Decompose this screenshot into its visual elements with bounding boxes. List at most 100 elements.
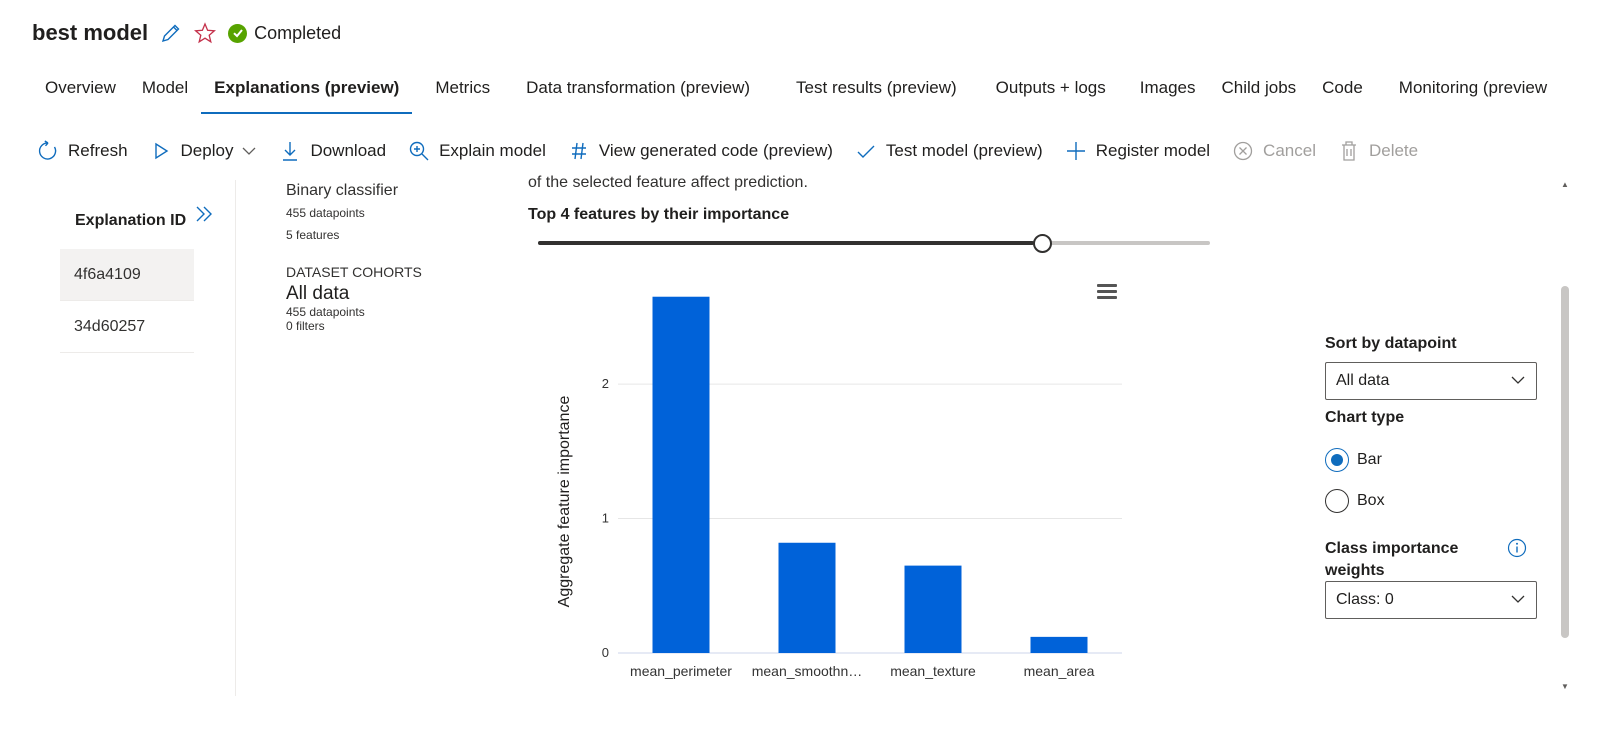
test-model-label: Test model (preview) [885,141,1043,160]
datapoints-count: 455 datapoints [286,206,365,220]
edit-pencil-icon[interactable] [160,22,182,44]
tab-overview[interactable]: Overview [45,78,116,97]
explain-model-button[interactable]: Explain model [407,139,546,163]
refresh-button[interactable]: Refresh [36,139,128,163]
radio-bar-label: Bar [1357,451,1382,468]
chart-type-box-radio[interactable]: Box [1325,489,1385,513]
dataset-cohorts-caption: DATASET COHORTS [286,264,422,280]
chart-type-label: Chart type [1325,409,1405,426]
test-model-button[interactable]: Test model (preview) [854,139,1043,163]
chart-menu-icon[interactable] [1097,284,1117,302]
sort-by-dropdown[interactable]: All data [1325,362,1537,400]
tab-child-jobs[interactable]: Child jobs [1221,78,1297,97]
scroll-up-arrow-icon[interactable]: ▲ [1561,180,1569,189]
view-generated-code-button[interactable]: View generated code (preview) [567,139,833,163]
slider-thumb[interactable] [1033,234,1052,253]
y-axis-label: Aggregate feature importance [556,396,573,608]
tab-monitoring[interactable]: Monitoring (preview [1398,78,1548,97]
deploy-button[interactable]: Deploy [149,139,258,163]
bar [1030,636,1088,653]
explanation-id-header: Explanation ID [75,212,187,229]
double-chevron-right-icon[interactable] [194,204,214,229]
command-toolbar: Refresh Deploy Download Explain model Vi… [36,136,1439,166]
y-tick-label: 2 [602,376,609,391]
x-tick-label: mean_area [1024,663,1095,679]
register-model-button[interactable]: Register model [1064,139,1210,163]
radio-box-label: Box [1357,492,1385,509]
checkmark-icon [854,139,878,163]
y-tick-label: 0 [602,645,609,660]
feature-importance-chart: 0 1 2 mean_perimeter mean_smoothn… mean_textu… [556,296,1122,679]
view-generated-code-label: View generated code (preview) [598,141,833,160]
vertical-scrollbar[interactable]: ▲ ▼ [1558,178,1572,696]
slider-fill [538,241,1034,245]
trash-icon [1337,139,1361,163]
top-features-label: Top 4 features by their importance [528,206,790,223]
plus-icon [1064,139,1088,163]
class-value: Class: 0 [1336,591,1394,608]
cohort-filters: 0 filters [286,319,325,333]
bar [778,542,836,653]
cancel-circle-icon [1231,139,1255,163]
x-tick-label: mean_smoothn… [752,663,863,679]
sort-by-label: Sort by datapoint [1325,335,1457,352]
scroll-down-arrow-icon[interactable]: ▼ [1561,682,1569,691]
status-text: Completed [254,22,342,43]
bar [652,296,710,653]
y-tick-label: 1 [602,511,609,526]
radio-selected-icon [1325,448,1349,472]
info-icon[interactable] [1507,538,1527,563]
bar [904,565,962,653]
cancel-label: Cancel [1263,141,1316,160]
page-header: best model Completed [32,18,341,48]
x-tick-label: mean_texture [890,663,976,679]
hash-icon [567,139,591,163]
description-text: of the selected feature affect predictio… [528,174,808,191]
explanation-list-panel: Explanation ID 4f6a4109 34d60257 [60,180,236,696]
top-features-slider[interactable] [538,234,1210,253]
cohort-name: All data [286,283,350,304]
refresh-label: Refresh [68,141,128,160]
tab-explanations[interactable]: Explanations (preview) [201,70,413,114]
tab-outputs-logs[interactable]: Outputs + logs [995,78,1106,97]
model-type: Binary classifier [286,182,399,199]
status-badge: Completed [228,23,341,44]
download-icon [278,139,302,163]
scrollbar-thumb[interactable] [1561,286,1569,638]
tab-metrics[interactable]: Metrics [435,78,491,97]
chart-type-bar-radio[interactable]: Bar [1325,448,1382,472]
register-model-label: Register model [1095,141,1211,160]
tab-model[interactable]: Model [141,78,189,97]
chevron-down-icon [241,146,257,156]
delete-button[interactable]: Delete [1337,139,1418,163]
zoom-in-icon [407,139,431,163]
class-importance-label: Class importance weights [1325,540,1459,579]
delete-label: Delete [1368,141,1419,160]
model-info-panel: Binary classifier 455 datapoints 5 featu… [286,180,506,333]
tab-code[interactable]: Code [1322,78,1363,97]
tab-data-transformation[interactable]: Data transformation (preview) [526,78,751,97]
tab-images[interactable]: Images [1139,78,1196,97]
chevron-down-icon [1510,372,1526,390]
chevron-down-icon [1510,591,1526,609]
refresh-icon [36,139,60,163]
class-importance-dropdown[interactable]: Class: 0 [1325,581,1537,619]
explain-model-label: Explain model [439,141,546,160]
download-label: Download [310,141,387,160]
sort-by-value: All data [1336,372,1390,389]
tab-test-results[interactable]: Test results (preview) [796,78,957,97]
explanation-row-34d60257[interactable]: 34d60257 [60,301,194,353]
tab-bar: Overview Model Explanations (preview) Me… [32,70,1560,118]
cohort-datapoints: 455 datapoints [286,305,365,319]
features-count: 5 features [286,228,340,242]
deploy-label: Deploy [180,141,234,160]
download-button[interactable]: Download [278,139,386,163]
check-circle-icon [228,23,248,43]
radio-unselected-icon [1325,489,1349,513]
play-icon [149,139,173,163]
star-icon[interactable] [194,22,217,44]
cancel-button[interactable]: Cancel [1231,139,1316,163]
x-tick-label: mean_perimeter [630,663,732,679]
page-title: best model [32,20,149,45]
explanation-row-4f6a4109[interactable]: 4f6a4109 [60,249,194,301]
